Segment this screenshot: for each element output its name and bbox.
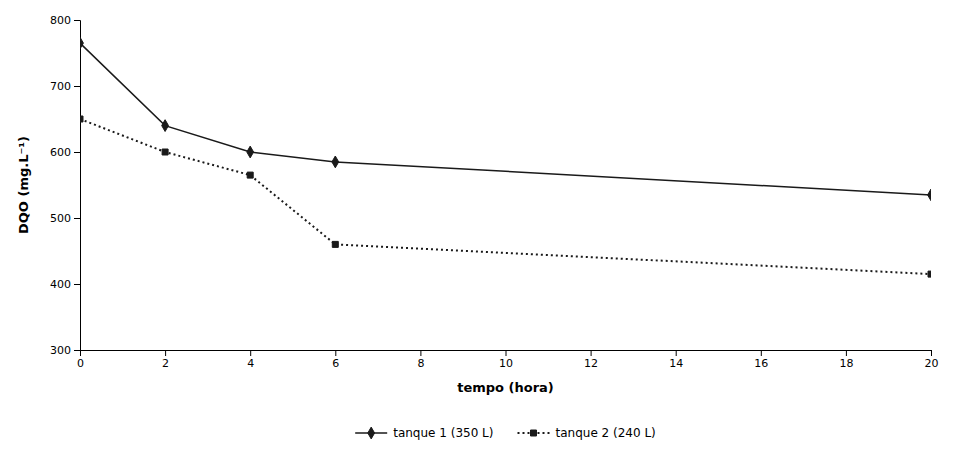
tick-label: 700 <box>50 80 71 93</box>
tick-label: 500 <box>50 212 71 225</box>
tick-label: 10 <box>499 357 513 370</box>
x-tick: 20 <box>925 350 939 370</box>
data-point <box>80 116 83 122</box>
tick-label: 6 <box>332 357 339 370</box>
tick-mark <box>74 152 80 153</box>
data-point <box>247 146 254 158</box>
y-axis-title: DQO (mg.L⁻¹) <box>16 136 31 234</box>
legend: tanque 1 (350 L) tanque 2 (240 L) <box>355 426 656 440</box>
tick-mark <box>74 350 80 351</box>
chart-container: 0 2 4 6 8 10 12 14 16 18 20 300 400 500 600 700 800 tempo… <box>0 0 961 455</box>
tick-mark <box>74 218 80 219</box>
data-point <box>332 241 338 247</box>
tick-label: 800 <box>50 14 71 27</box>
tick-mark <box>74 284 80 285</box>
x-tick: 8 <box>417 350 424 370</box>
tick-label: 18 <box>839 357 853 370</box>
data-point <box>332 156 339 168</box>
legend-item: tanque 1 (350 L) <box>355 426 493 440</box>
tick-label: 600 <box>50 146 71 159</box>
y-axis: 300 400 500 600 700 800 <box>50 14 81 357</box>
tick-mark <box>420 350 421 356</box>
tick-label: 8 <box>417 357 424 370</box>
x-tick: 14 <box>669 350 683 370</box>
legend-label: tanque 1 (350 L) <box>393 426 493 440</box>
legend-marker <box>368 427 375 439</box>
data-layer <box>80 37 931 277</box>
y-tick: 800 <box>50 14 80 27</box>
x-tick: 0 <box>77 350 84 370</box>
axis-line <box>81 351 932 357</box>
tick-label: 4 <box>247 357 254 370</box>
y-tick: 600 <box>50 146 80 159</box>
legend-item: tanque 2 (240 L) <box>518 426 656 440</box>
x-tick: 12 <box>584 350 598 370</box>
series-line <box>80 43 931 195</box>
tick-mark <box>761 350 762 356</box>
x-tick: 4 <box>247 350 254 370</box>
tick-label: 14 <box>669 357 683 370</box>
y-tick: 400 <box>50 278 80 291</box>
tick-label: 300 <box>50 344 71 357</box>
tick-label: 16 <box>754 357 768 370</box>
plot-area: 0 2 4 6 8 10 12 14 16 18 20 300 400 500 600 700 800 tempo… <box>16 14 939 395</box>
y-tick: 700 <box>50 80 80 93</box>
tick-mark <box>506 350 507 356</box>
tick-mark <box>74 20 80 21</box>
tick-mark <box>931 350 932 356</box>
legend-marker <box>531 430 537 436</box>
x-axis-title: tempo (hora) <box>457 380 554 395</box>
tick-mark <box>335 350 336 356</box>
x-tick: 16 <box>754 350 768 370</box>
data-point <box>162 120 169 132</box>
tick-label: 2 <box>162 357 169 370</box>
tick-mark <box>676 350 677 356</box>
y-tick: 500 <box>50 212 80 225</box>
series-line <box>80 119 931 274</box>
data-point <box>928 189 931 201</box>
tick-label: 12 <box>584 357 598 370</box>
x-tick: 2 <box>162 350 169 370</box>
tick-label: 0 <box>77 357 84 370</box>
data-point <box>80 37 83 49</box>
chart-svg: 0 2 4 6 8 10 12 14 16 18 20 300 400 500 600 700 800 tempo… <box>0 0 961 455</box>
tick-label: 20 <box>925 357 939 370</box>
legend-label: tanque 2 (240 L) <box>556 426 656 440</box>
x-tick: 6 <box>332 350 339 370</box>
x-tick: 10 <box>499 350 513 370</box>
y-tick: 300 <box>50 344 80 357</box>
x-tick: 18 <box>839 350 853 370</box>
x-axis: 0 2 4 6 8 10 12 14 16 18 20 <box>77 350 939 370</box>
data-point <box>928 271 931 277</box>
data-point <box>247 172 253 178</box>
tick-mark <box>165 350 166 356</box>
tick-mark <box>250 350 251 356</box>
data-point <box>162 149 168 155</box>
axis-line <box>74 21 81 351</box>
tick-label: 400 <box>50 278 71 291</box>
tick-mark <box>591 350 592 356</box>
tick-mark <box>74 86 80 87</box>
tick-mark <box>846 350 847 356</box>
